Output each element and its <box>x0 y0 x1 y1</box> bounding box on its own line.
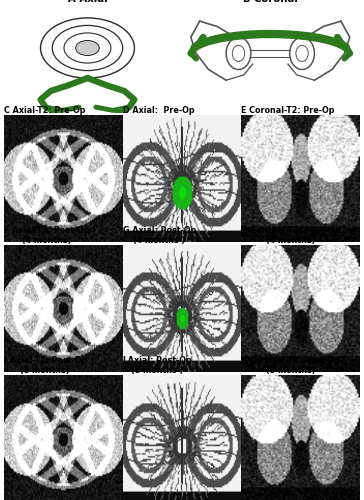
Circle shape <box>76 40 99 56</box>
Text: J Axial: Post-Op
(8 months ): J Axial: Post-Op (8 months ) <box>123 356 192 375</box>
Title: B Coronal: B Coronal <box>243 0 298 4</box>
Text: I Axial-T2: Post-Op
(8 months): I Axial-T2: Post-Op (8 months) <box>4 356 87 375</box>
Text: G Axial: Post-Op
(4 months ): G Axial: Post-Op (4 months ) <box>123 226 196 245</box>
Text: D Axial:  Pre-Op: D Axial: Pre-Op <box>123 106 194 115</box>
Text: E Coronal-T2: Pre-Op: E Coronal-T2: Pre-Op <box>241 106 335 115</box>
Text: F Axial-T2: Post-Op
(4 months): F Axial-T2: Post-Op (4 months) <box>4 226 89 245</box>
Text: K Coronal-T2: Post-Op
(8 months): K Coronal-T2: Post-Op (8 months) <box>241 356 340 375</box>
Text: H Coronal-T2: Post-Op
(4 months): H Coronal-T2: Post-Op (4 months) <box>241 226 341 245</box>
Text: C Axial-T2: Pre-Op: C Axial-T2: Pre-Op <box>4 106 85 115</box>
Title: A Axial: A Axial <box>68 0 107 4</box>
